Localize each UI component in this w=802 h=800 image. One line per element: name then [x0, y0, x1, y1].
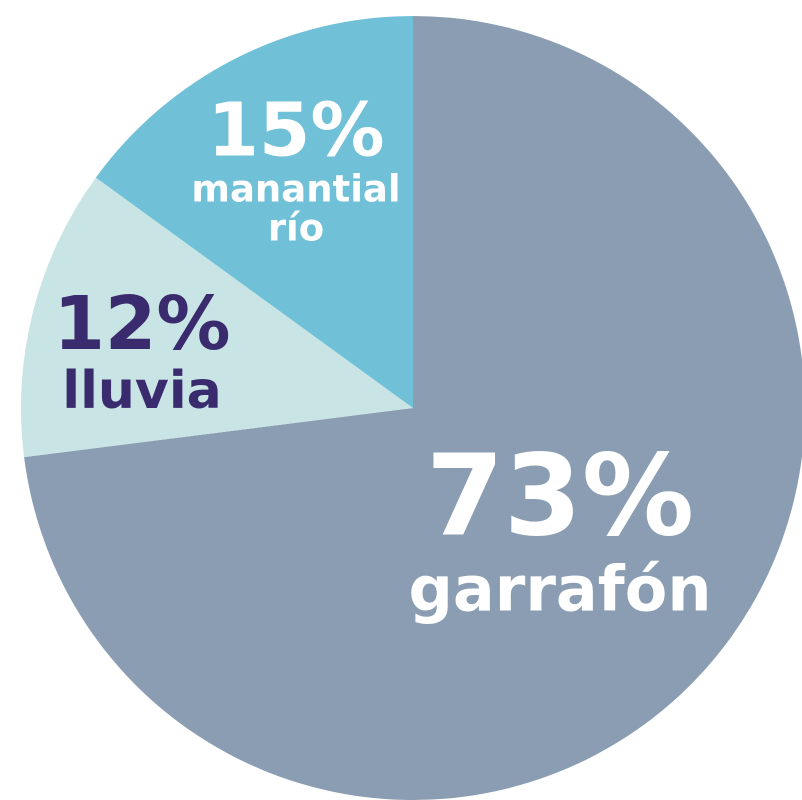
- slice-label: 73% garrafón: [408, 431, 712, 626]
- slice-label: 15% manantial río: [186, 92, 406, 247]
- pie-slice: [24, 16, 802, 800]
- pie-slice: [21, 177, 414, 458]
- category-label: manantial río: [191, 167, 401, 249]
- value-label: 15%: [207, 87, 385, 174]
- pie-slice: [95, 16, 413, 408]
- category-label: lluvia: [62, 360, 222, 421]
- category-label: garrafón: [408, 552, 712, 626]
- value-label: 73%: [425, 431, 695, 562]
- slice-label: 12% lluvia: [53, 280, 231, 421]
- value-label: 12%: [53, 280, 231, 367]
